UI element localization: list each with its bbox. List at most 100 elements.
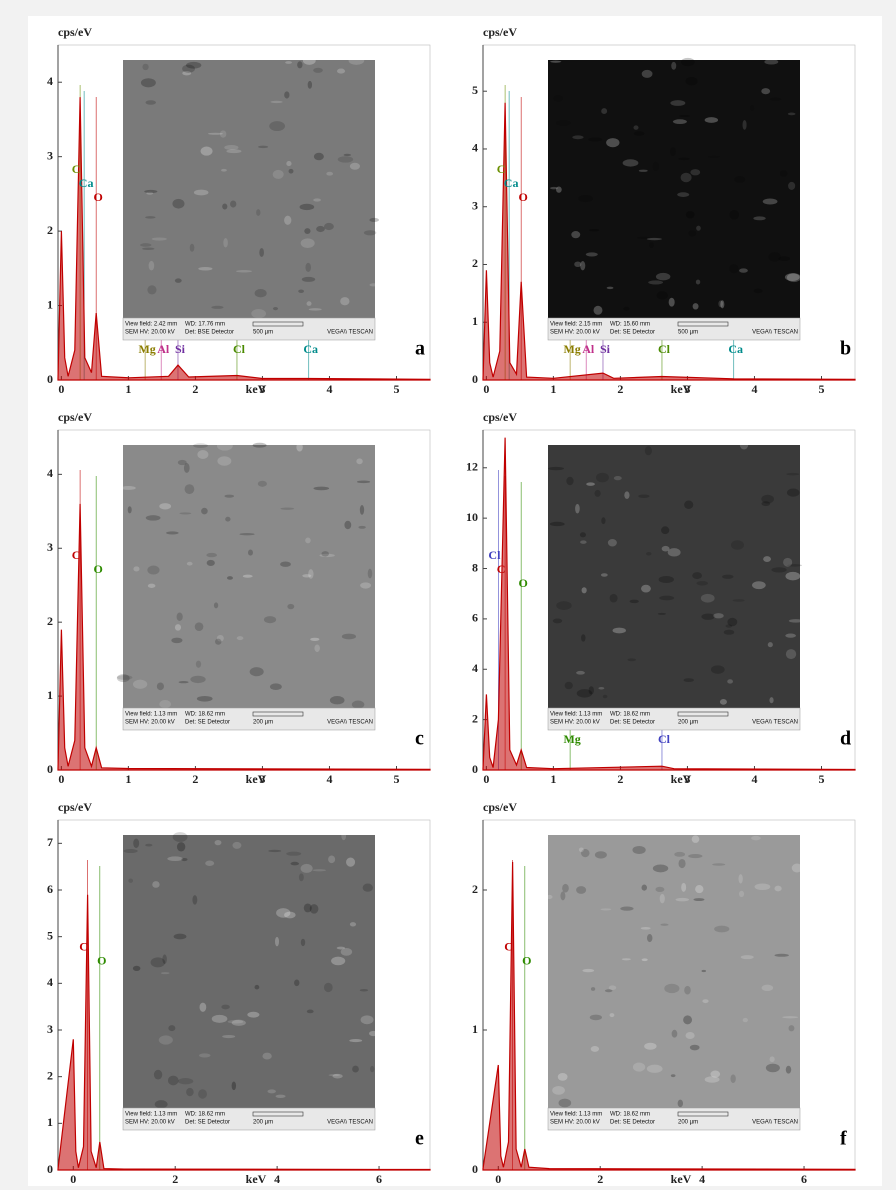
- sem-texture: [362, 883, 373, 892]
- sem-texture: [308, 308, 322, 311]
- sem-texture: [225, 516, 231, 522]
- sem-texture: [123, 849, 138, 854]
- sem-texture: [562, 883, 569, 893]
- sem-texture: [300, 938, 306, 947]
- sem-texture: [669, 147, 676, 157]
- sem-texture: [223, 238, 228, 248]
- element-label: Mg: [563, 342, 580, 356]
- sem-texture: [349, 922, 357, 927]
- y-tick-label: 1: [47, 1115, 53, 1129]
- sem-texture: [661, 545, 670, 552]
- sem-scale: 200 µm: [253, 720, 273, 726]
- sem-texture: [588, 137, 603, 142]
- sem-info-bar: [122, 317, 376, 341]
- sem-texture: [550, 60, 562, 63]
- panel-label: b: [840, 338, 851, 360]
- sem-texture: [700, 593, 715, 603]
- panel-label: a: [415, 338, 425, 360]
- sem-image: [548, 60, 800, 340]
- sem-view-field: View field: 1.13 mm: [550, 1112, 602, 1118]
- sem-texture: [302, 574, 312, 578]
- sem-texture: [195, 660, 202, 668]
- sem-texture: [309, 904, 319, 914]
- sem-texture: [785, 649, 797, 660]
- spectrum: [57, 97, 431, 381]
- sem-texture: [226, 576, 233, 580]
- sem-texture: [753, 288, 763, 294]
- x-tick-label: 0: [58, 772, 64, 786]
- sem-texture: [154, 1100, 168, 1109]
- y-tick-label: 0: [472, 1162, 478, 1176]
- sem-texture: [576, 689, 593, 698]
- sem-texture: [356, 480, 371, 484]
- sem-texture: [738, 890, 745, 898]
- sem-texture: [641, 69, 653, 78]
- sem-texture: [340, 297, 350, 306]
- element-label: O: [519, 190, 528, 204]
- sem-texture: [303, 903, 312, 913]
- sem-texture: [221, 1004, 230, 1010]
- sem-texture: [701, 613, 715, 620]
- y-tick-label: 0: [47, 1162, 53, 1176]
- sem-texture: [351, 700, 365, 709]
- sem-texture: [359, 505, 365, 515]
- sem-texture: [368, 1030, 379, 1037]
- sem-texture: [664, 983, 680, 994]
- sem-texture: [652, 864, 669, 873]
- sem-info-bar: [547, 317, 801, 341]
- x-tick-label: 5: [818, 382, 824, 396]
- sem-texture: [176, 612, 183, 621]
- sem-texture: [633, 131, 645, 136]
- sem-texture: [337, 68, 346, 74]
- sem-texture: [749, 105, 755, 112]
- x-axis-label: keV: [671, 382, 692, 396]
- sem-texture: [670, 1074, 676, 1078]
- sem-texture: [298, 289, 304, 293]
- x-tick-label: 1: [550, 382, 556, 396]
- sem-texture: [201, 507, 208, 515]
- sem-texture: [158, 1035, 173, 1045]
- sem-texture: [696, 580, 708, 586]
- sem-view-field: View field: 1.13 mm: [550, 712, 602, 718]
- sem-texture: [655, 272, 671, 281]
- sem-brand: VEGA\\ TESCAN: [327, 330, 373, 336]
- y-tick-label: 3: [47, 1022, 53, 1036]
- sem-texture: [254, 984, 260, 990]
- sem-texture: [683, 1015, 693, 1025]
- sem-texture: [606, 138, 620, 148]
- sem-texture: [270, 100, 283, 104]
- y-tick-label: 4: [47, 74, 53, 88]
- sem-texture: [608, 985, 617, 991]
- sem-texture: [184, 484, 195, 495]
- y-axis-label: cps/eV: [58, 25, 92, 39]
- x-tick-label: 2: [617, 772, 623, 786]
- element-label: Cl: [488, 548, 501, 562]
- sem-texture: [594, 851, 607, 859]
- sem-texture: [683, 678, 694, 683]
- sem-texture: [688, 230, 697, 237]
- sem-texture: [171, 637, 183, 644]
- sem-texture: [768, 252, 781, 262]
- spectrum: [57, 894, 431, 1171]
- sem-texture: [189, 243, 195, 252]
- sem-texture: [560, 891, 566, 901]
- sem-view-field: View field: 2.42 mm: [125, 322, 177, 328]
- sem-texture: [182, 64, 195, 73]
- sem-image: [548, 445, 800, 730]
- y-tick-label: 4: [472, 661, 478, 675]
- sem-scale: 500 µm: [678, 330, 698, 336]
- sem-texture: [213, 602, 219, 609]
- y-tick-label: 1: [47, 688, 53, 702]
- sem-texture: [713, 613, 724, 619]
- sem-texture: [636, 236, 650, 239]
- sem-texture: [556, 601, 572, 610]
- sem-texture: [572, 135, 584, 140]
- sem-texture: [589, 228, 600, 232]
- sem-texture: [783, 557, 793, 567]
- sem-texture: [340, 948, 353, 956]
- sem-texture: [581, 587, 587, 594]
- sem-texture: [132, 965, 141, 971]
- sem-texture: [723, 629, 735, 635]
- sem-texture: [578, 194, 594, 203]
- sem-texture: [296, 442, 303, 452]
